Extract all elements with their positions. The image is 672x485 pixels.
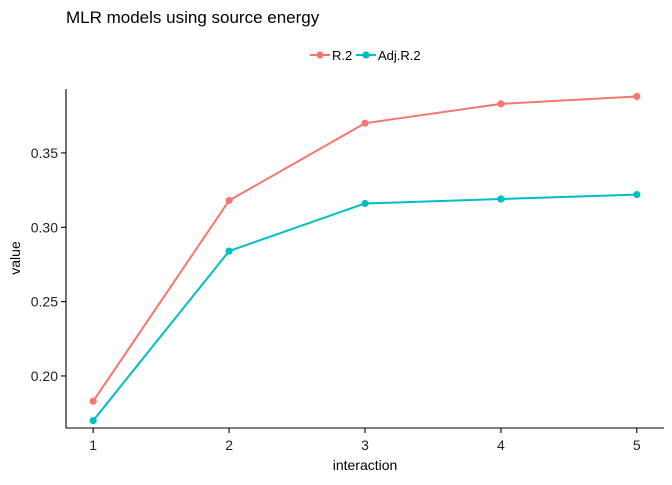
legend-key-point-adj-r-2: [362, 51, 370, 59]
series-line-adj-r-2: [92, 193, 637, 422]
x-tick-label: 3: [361, 437, 369, 453]
x-tick-label: 5: [633, 437, 641, 453]
y-tick-label: 0.20: [31, 368, 58, 384]
data-point-adj-r-2: [633, 190, 641, 199]
data-point-r-2: [633, 92, 641, 101]
x-tick-label: 2: [225, 437, 233, 453]
data-point-adj-r-2: [361, 199, 369, 208]
x-tick-label: 4: [497, 437, 505, 453]
legend-label-r-2: R.2: [332, 48, 352, 63]
data-point-r-2: [361, 119, 369, 127]
plot-area: 1 2 3 4 5 0.20 0.25 0.30 0.35: [31, 89, 664, 453]
y-ticks: 0.20 0.25 0.30 0.35: [31, 145, 66, 384]
y-tick-label: 0.35: [31, 145, 58, 161]
series-line-r-2: [92, 95, 637, 402]
data-point-adj-r-2: [497, 195, 505, 203]
series-layer: [89, 92, 641, 425]
data-point-adj-r-2: [225, 247, 233, 255]
data-point-r-2: [225, 196, 233, 205]
data-point-r-2: [89, 397, 97, 405]
legend-key-point-r-2: [316, 51, 324, 59]
chart-title: MLR models using source energy: [66, 8, 320, 27]
legend: R.2 Adj.R.2: [310, 48, 421, 63]
y-tick-label: 0.25: [31, 294, 58, 310]
legend-label-adj-r-2: Adj.R.2: [378, 48, 421, 63]
x-axis-title: interaction: [333, 457, 398, 473]
x-tick-label: 1: [89, 437, 97, 453]
y-axis-title: value: [7, 241, 23, 275]
y-tick-label: 0.30: [31, 219, 58, 235]
data-point-r-2: [497, 100, 505, 108]
data-point-adj-r-2: [89, 416, 97, 425]
x-ticks: 1 2 3 4 5: [89, 428, 641, 453]
